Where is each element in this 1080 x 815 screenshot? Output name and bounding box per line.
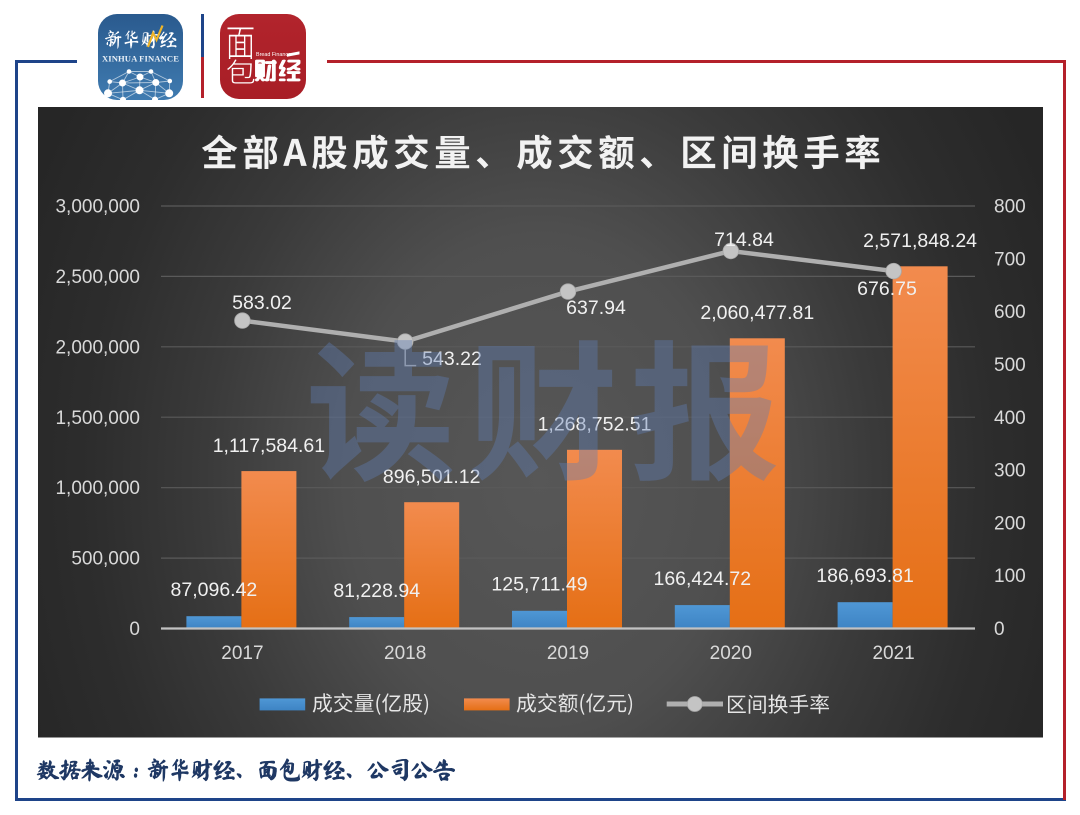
svg-text:500,000: 500,000 — [71, 549, 140, 570]
svg-text:600: 600 — [994, 302, 1026, 323]
svg-text:700: 700 — [994, 249, 1026, 270]
svg-text:500: 500 — [994, 355, 1026, 376]
svg-text:1,268,752.51: 1,268,752.51 — [538, 413, 652, 435]
svg-text:2018: 2018 — [384, 643, 426, 664]
svg-text:81,228.94: 81,228.94 — [333, 580, 420, 602]
svg-text:714.84: 714.84 — [714, 229, 774, 251]
svg-text:300: 300 — [994, 461, 1026, 482]
svg-text:2,060,477.81: 2,060,477.81 — [700, 302, 814, 324]
svg-text:166,424.72: 166,424.72 — [653, 568, 751, 590]
svg-text:Bread Finance: Bread Finance — [256, 52, 291, 58]
svg-text:200: 200 — [994, 513, 1026, 534]
svg-text:87,096.42: 87,096.42 — [171, 579, 258, 601]
svg-text:3,000,000: 3,000,000 — [55, 197, 140, 218]
svg-text:637.94: 637.94 — [566, 297, 626, 319]
svg-text:2,500,000: 2,500,000 — [55, 267, 140, 288]
svg-text:1,000,000: 1,000,000 — [55, 478, 140, 499]
svg-text:1,117,584.61: 1,117,584.61 — [213, 435, 325, 457]
svg-text:2017: 2017 — [221, 643, 263, 664]
svg-text:2,571,848.24: 2,571,848.24 — [863, 230, 977, 252]
svg-text:2,000,000: 2,000,000 — [55, 337, 140, 358]
svg-text:XINHUA FINANCE: XINHUA FINANCE — [101, 53, 178, 63]
svg-text:583.02: 583.02 — [232, 292, 292, 314]
svg-text:100: 100 — [994, 566, 1026, 587]
svg-text:896,501.12: 896,501.12 — [383, 466, 481, 488]
svg-text:125,711.49: 125,711.49 — [491, 573, 587, 595]
svg-text:0: 0 — [994, 619, 1005, 640]
svg-text:676.75: 676.75 — [857, 278, 917, 300]
svg-text:2019: 2019 — [547, 643, 589, 664]
svg-text:0: 0 — [129, 619, 140, 640]
svg-text:1,500,000: 1,500,000 — [55, 408, 140, 429]
svg-text:2021: 2021 — [872, 643, 914, 664]
svg-text:543.22: 543.22 — [422, 348, 482, 370]
svg-text:400: 400 — [994, 408, 1026, 429]
svg-text:800: 800 — [994, 197, 1026, 218]
svg-text:186,693.81: 186,693.81 — [816, 565, 914, 587]
svg-text:2020: 2020 — [710, 643, 752, 664]
